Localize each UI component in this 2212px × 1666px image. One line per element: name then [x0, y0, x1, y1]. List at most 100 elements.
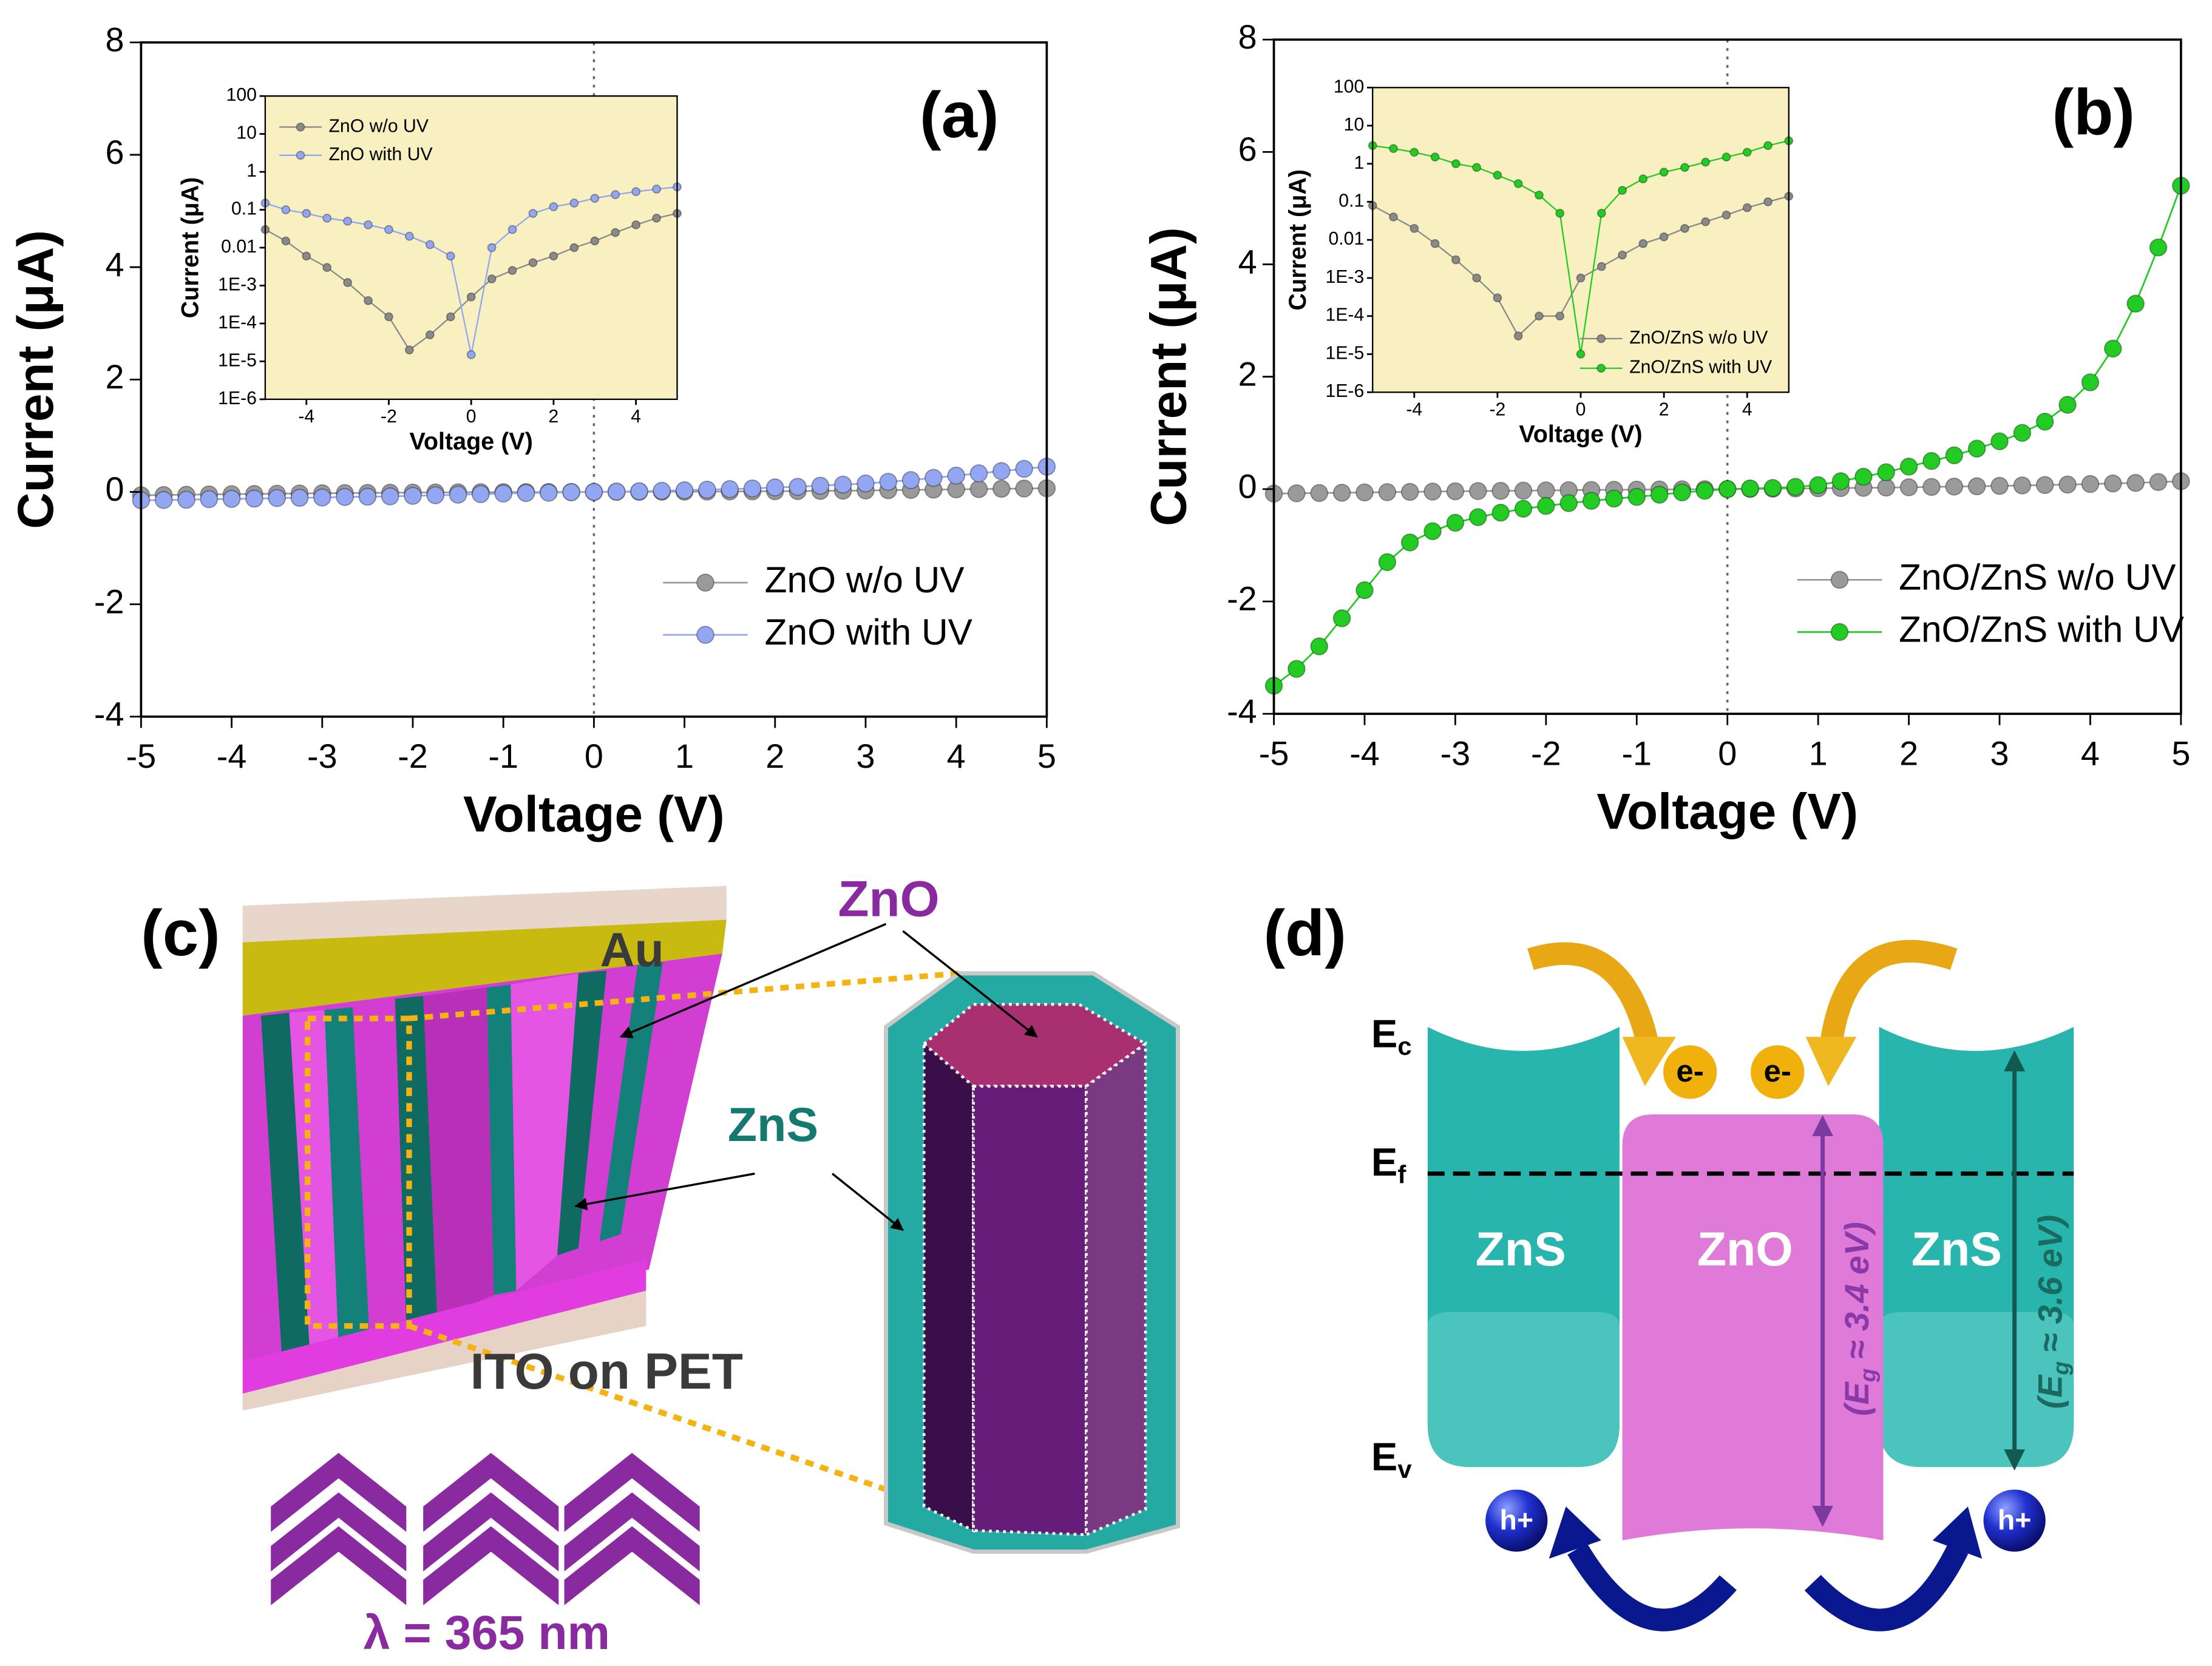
data-point	[2126, 473, 2145, 492]
data-point	[1430, 239, 1440, 248]
legend-label: ZnO/ZnS w/o UV	[1899, 556, 2176, 597]
legend-label: ZnO/ZnS w/o UV	[1629, 328, 1768, 348]
data-point	[1555, 311, 1565, 321]
hole-label: h+	[1998, 1504, 2032, 1536]
data-point	[1536, 481, 1555, 499]
layer-label: ZnS	[1912, 1222, 2002, 1276]
data-point	[1446, 482, 1465, 501]
x-axis-label: Voltage (V)	[1519, 421, 1642, 448]
data-point	[1718, 479, 1737, 498]
data-point	[1659, 168, 1669, 177]
data-point	[1535, 311, 1544, 321]
data-point	[1378, 483, 1397, 501]
arrowhead	[1549, 1506, 1601, 1559]
y-tick-label: 6	[1238, 130, 1257, 168]
data-point	[743, 479, 762, 498]
data-point	[569, 198, 579, 208]
data-point	[302, 209, 311, 218]
data-point	[1514, 499, 1533, 518]
x-tick-label: 2	[549, 407, 559, 427]
data-point	[245, 489, 263, 508]
plot-background	[265, 96, 677, 399]
data-point	[313, 488, 331, 507]
electron	[1751, 1045, 1805, 1099]
data-point	[1967, 439, 1986, 458]
y-tick-label: 1E-3	[218, 274, 257, 294]
data-point	[630, 482, 648, 501]
data-point	[1990, 432, 2009, 451]
data-point	[1513, 331, 1523, 341]
gap-sub: g	[1854, 1368, 1880, 1383]
data-point	[425, 330, 435, 340]
data-point	[1491, 503, 1510, 522]
data-point	[466, 292, 476, 302]
y-tick-label: 10	[1344, 115, 1365, 135]
data-point	[721, 479, 739, 498]
x-tick-label: 2	[765, 737, 784, 775]
inset-chart: -4 -2 0 2 4 1E-6 1E-5 1E-4 1E-3 0.01 0.1 1 10 100 Volt…	[177, 85, 682, 455]
y-tick-label: 100	[226, 85, 257, 105]
data-point	[1854, 467, 1873, 486]
data-point	[528, 209, 538, 218]
data-point	[404, 487, 422, 505]
data-point	[487, 243, 497, 252]
data-point	[1618, 186, 1627, 195]
data-point	[1722, 210, 1731, 220]
electron-label: e-	[1676, 1054, 1703, 1088]
data-point	[322, 263, 332, 273]
x-tick-label: -2	[1531, 735, 1561, 773]
legend-label: ZnO w/o UV	[765, 559, 965, 600]
x-tick-label: 0	[1576, 399, 1586, 419]
data-point	[539, 483, 558, 502]
y-tick-label: 4	[1238, 243, 1257, 280]
x-tick-label: -4	[298, 407, 314, 427]
data-point	[1831, 472, 1850, 490]
data-point	[154, 491, 173, 509]
y-tick-label: 1E-4	[1325, 305, 1364, 325]
legend-label: ZnO with UV	[765, 611, 973, 652]
nanorods	[260, 962, 663, 1361]
uv-chevron	[271, 1452, 407, 1532]
data-point	[1701, 157, 1711, 167]
data-point	[528, 258, 538, 268]
y-tick-label: 1E-3	[1325, 267, 1364, 287]
layer-label: ZnO	[1697, 1222, 1793, 1276]
data-point	[404, 345, 414, 355]
panel-label: (b)	[2052, 75, 2135, 148]
data-point	[1786, 478, 1805, 496]
wavelength-label: λ = 365 nm	[364, 1605, 610, 1659]
level-label: Ef	[1371, 1140, 1406, 1188]
gap-open: (E	[1838, 1381, 1876, 1416]
data-point	[1945, 477, 1964, 496]
data-point	[765, 478, 784, 496]
y-tick-label: 1E-5	[218, 350, 257, 370]
data-point	[879, 472, 898, 491]
data-point	[364, 296, 373, 305]
y-axis-label: Current (μA)	[1284, 169, 1311, 311]
data-point	[1493, 171, 1502, 180]
zno-label: ZnO	[838, 870, 939, 927]
data-point	[590, 236, 600, 246]
x-tick-label: 1	[675, 737, 694, 775]
data-point	[1576, 273, 1586, 283]
y-axis-label: Current (μA)	[177, 177, 203, 319]
y-tick-label: 0.01	[1328, 229, 1364, 249]
data-point	[507, 225, 517, 234]
legend-label: ZnO/ZnS with UV	[1899, 608, 2185, 649]
data-point	[487, 274, 497, 283]
data-point	[1990, 476, 2009, 495]
panel-label: (d)	[1263, 896, 1346, 969]
x-tick-label: 1	[1809, 735, 1828, 773]
data-point	[1659, 232, 1669, 242]
data-point	[1742, 203, 1752, 212]
plot-background	[1372, 87, 1789, 393]
data-point	[426, 486, 445, 504]
data-point	[1389, 212, 1398, 222]
data-point	[302, 251, 311, 261]
y-tick-label: 2	[105, 358, 124, 396]
data-point	[177, 490, 195, 509]
legend-marker	[296, 122, 305, 132]
x-tick-label: 4	[2081, 735, 2100, 773]
electron-arrow	[1820, 940, 1958, 1046]
